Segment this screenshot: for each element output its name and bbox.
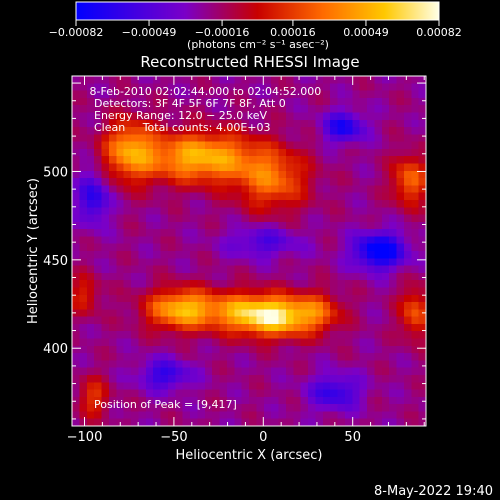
x-axis-label: Heliocentric X (arcsec) (176, 448, 323, 463)
x-tick-label: −100 (67, 430, 103, 445)
y-tick-label: 400 (43, 342, 68, 357)
peak-position-label: Position of Peak = [9,417] (94, 398, 237, 411)
colorbar-tick-label: 0.00049 (343, 26, 389, 39)
annotation-detectors: Detectors: 3F 4F 5F 6F 7F 8F, Att 0 (94, 97, 286, 110)
colorbar-units: (photons cm⁻² s⁻¹ asec⁻²) (187, 38, 329, 51)
x-tick-label: −50 (160, 430, 187, 445)
y-tick-label: 500 (43, 165, 68, 180)
annotation-time: 8-Feb-2010 02:02:44.000 to 02:04:52.000 (86, 85, 321, 98)
colorbar-tick-label: −0.00082 (49, 26, 104, 39)
x-tick-label: 50 (344, 430, 361, 445)
y-tick-label: 450 (43, 254, 68, 269)
colorbar-tick-label: −0.00049 (122, 26, 177, 39)
colorbar (75, 1, 440, 21)
colorbar-tick-label: 0.00082 (416, 26, 462, 39)
chart-title: Reconstructed RHESSI Image (140, 53, 359, 71)
colorbar-tick-label: 0.00016 (270, 26, 316, 39)
x-tick-label: 0 (259, 430, 267, 445)
annotation-clean: Clean Total counts: 4.00E+03 (94, 121, 271, 134)
timestamp: 8-May-2022 19:40 (374, 484, 493, 499)
axes: −100 −50 0 50 400 450 500 (43, 76, 426, 445)
heatmap-image (72, 76, 426, 426)
annotation-energy: Energy Range: 12.0 − 25.0 keV (94, 109, 268, 122)
y-axis-label: Heliocentric Y (arcsec) (26, 178, 41, 324)
annotation-block: 8-Feb-2010 02:02:44.000 to 02:04:52.000 … (86, 85, 321, 134)
plot-frame (71, 75, 427, 427)
colorbar-tick-label: −0.00016 (195, 26, 250, 39)
colorbar-ticks: −0.00082 −0.00049 −0.00016 0.00016 0.00049 0.… (49, 20, 462, 39)
